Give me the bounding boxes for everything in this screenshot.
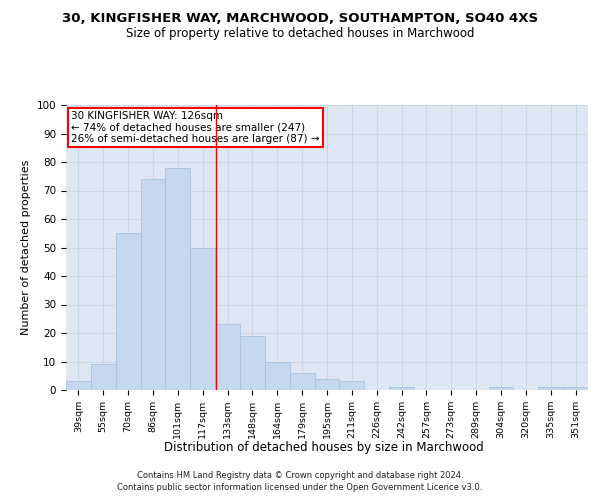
Text: Size of property relative to detached houses in Marchwood: Size of property relative to detached ho… (126, 28, 474, 40)
Text: Contains public sector information licensed under the Open Government Licence v3: Contains public sector information licen… (118, 484, 482, 492)
Y-axis label: Number of detached properties: Number of detached properties (21, 160, 31, 335)
Text: 30 KINGFISHER WAY: 126sqm
← 74% of detached houses are smaller (247)
26% of semi: 30 KINGFISHER WAY: 126sqm ← 74% of detac… (71, 110, 320, 144)
Bar (66, 382, 91, 390)
Text: 30, KINGFISHER WAY, MARCHWOOD, SOUTHAMPTON, SO40 4XS: 30, KINGFISHER WAY, MARCHWOOD, SOUTHAMPT… (62, 12, 538, 26)
Bar (91, 364, 116, 390)
Bar (215, 324, 240, 390)
Bar (340, 382, 364, 390)
Bar (314, 378, 340, 390)
Text: Distribution of detached houses by size in Marchwood: Distribution of detached houses by size … (164, 441, 484, 454)
Bar (290, 373, 314, 390)
Bar (389, 387, 414, 390)
Bar (240, 336, 265, 390)
Bar (488, 387, 514, 390)
Bar (265, 362, 290, 390)
Bar (190, 248, 215, 390)
Text: Contains HM Land Registry data © Crown copyright and database right 2024.: Contains HM Land Registry data © Crown c… (137, 471, 463, 480)
Bar (140, 179, 166, 390)
Bar (538, 387, 563, 390)
Bar (116, 233, 140, 390)
Bar (563, 387, 588, 390)
Bar (166, 168, 190, 390)
